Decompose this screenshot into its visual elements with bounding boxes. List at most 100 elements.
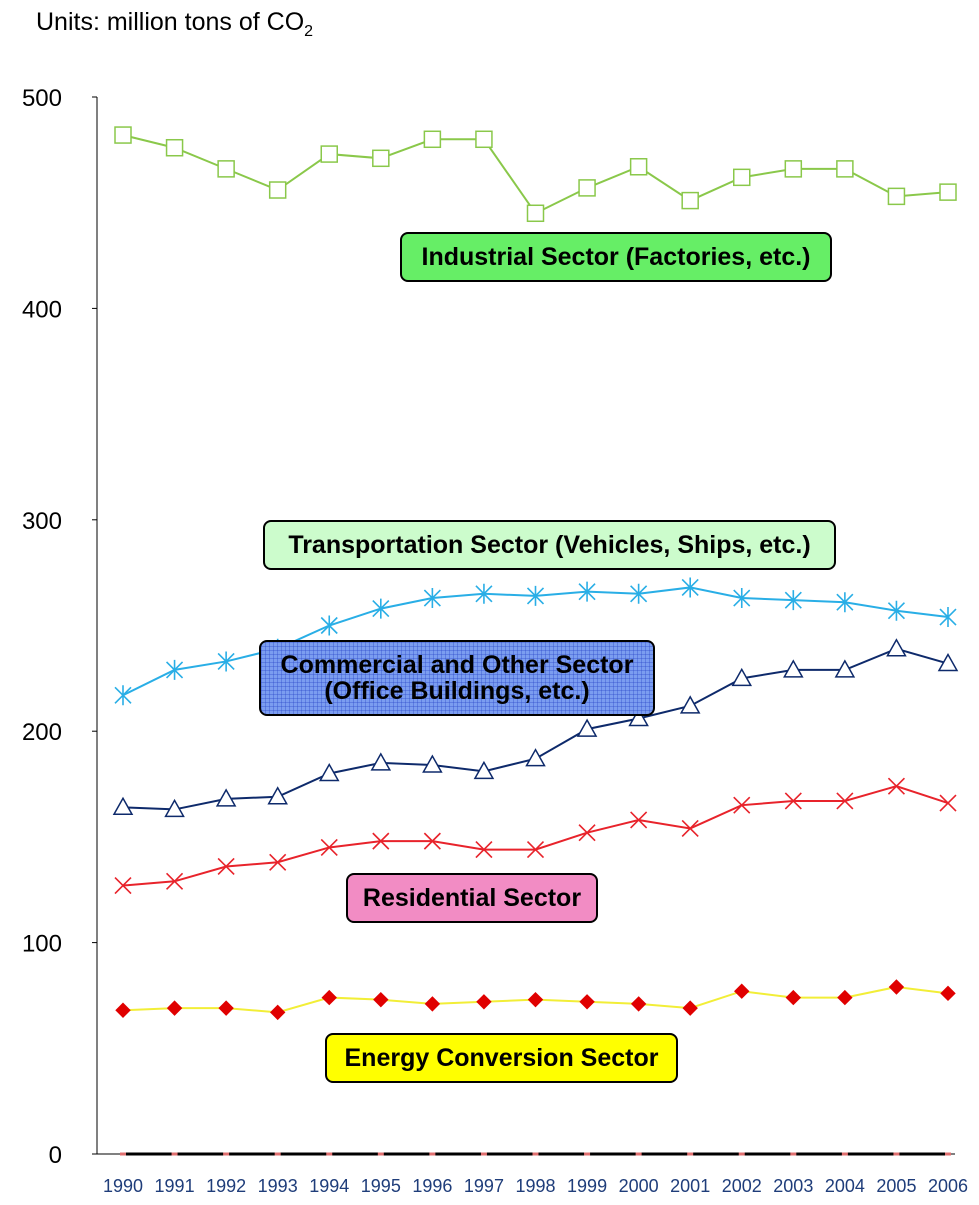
data-point-square — [475, 130, 493, 149]
units-subscript: 2 — [304, 23, 314, 40]
data-point-diamond — [269, 1004, 286, 1021]
data-point-x — [423, 832, 441, 850]
data-point-triangle — [886, 638, 907, 657]
data-point-asterisk — [165, 659, 184, 680]
data-point-asterisk — [578, 581, 596, 602]
data-point-diamond — [888, 979, 905, 995]
x-tick-label: 2000 — [619, 1176, 659, 1196]
data-point-triangle — [318, 762, 340, 782]
commercial-sector-label: Commercial and Other Sector (Office Buil… — [259, 640, 655, 716]
data-point-diamond — [785, 989, 802, 1006]
data-point-asterisk — [423, 588, 441, 609]
data-point-x — [887, 777, 906, 795]
energy-conversion-sector-text: Energy Conversion Sector — [344, 1043, 659, 1072]
data-point-square — [114, 126, 132, 144]
transportation-sector-text: Transportation Sector (Vehicles, Ships, … — [288, 530, 811, 559]
data-point-asterisk — [320, 615, 338, 636]
data-point-flat — [429, 1152, 436, 1156]
data-point-flat — [377, 1152, 384, 1156]
data-point-asterisk — [114, 685, 132, 706]
data-point-flat — [738, 1152, 745, 1156]
x-tick-label: 2002 — [722, 1176, 762, 1196]
data-point-triangle — [731, 667, 753, 687]
data-point-asterisk — [475, 583, 493, 604]
data-point-x — [578, 824, 596, 842]
data-point-triangle — [576, 718, 598, 737]
series-group — [114, 126, 957, 223]
data-point-flat — [274, 1152, 281, 1156]
series-group — [114, 777, 957, 895]
residential-sector-text: Residential Sector — [362, 883, 582, 912]
x-tick-label: 1999 — [567, 1176, 607, 1196]
x-tick-label: 1993 — [258, 1176, 298, 1196]
data-point-asterisk — [784, 590, 802, 611]
series-group — [120, 1152, 951, 1156]
data-point-triangle — [215, 788, 237, 807]
series-layer — [112, 126, 959, 1156]
units-label: Units: million tons of CO2 — [36, 8, 313, 41]
tick-labels: 0 100 200 300 400 500 1990 1991 1992 1993 1994 1995… — [22, 85, 968, 1196]
x-tick-label: 1990 — [103, 1176, 143, 1196]
data-point-flat — [223, 1152, 230, 1156]
data-point-square — [372, 149, 390, 168]
transportation-sector-label: Transportation Sector (Vehicles, Ships, … — [263, 520, 836, 570]
industrial-sector-label: Industrial Sector (Factories, etc.) — [400, 232, 832, 282]
data-point-flat — [480, 1152, 487, 1156]
data-point-diamond — [218, 1000, 234, 1016]
y-tick-label: 500 — [22, 85, 62, 112]
x-tick-label: 1998 — [515, 1176, 555, 1196]
x-tick-label: 1994 — [309, 1176, 349, 1196]
x-tick-label: 1995 — [361, 1176, 401, 1196]
data-point-square — [939, 183, 957, 201]
data-point-asterisk — [372, 598, 390, 619]
x-tick-label: 1991 — [155, 1176, 195, 1196]
energy-conversion-sector-label: Energy Conversion Sector — [325, 1033, 678, 1083]
y-tick-label: 100 — [22, 931, 62, 958]
x-tick-label: 2004 — [825, 1176, 865, 1196]
data-point-flat — [326, 1152, 333, 1156]
data-point-diamond — [579, 994, 595, 1010]
data-point-diamond — [682, 1000, 698, 1016]
data-point-x — [630, 811, 648, 829]
data-point-triangle — [834, 659, 856, 678]
data-point-diamond — [373, 991, 389, 1008]
data-point-square — [733, 168, 751, 187]
data-point-x — [681, 819, 699, 838]
data-point-square — [629, 158, 648, 176]
data-point-triangle — [525, 748, 546, 767]
data-point-flat — [171, 1152, 178, 1156]
data-point-flat — [841, 1152, 848, 1156]
series-group — [115, 979, 956, 1021]
x-tick-label: 1997 — [464, 1176, 504, 1196]
data-point-triangle — [679, 695, 701, 714]
data-point-x — [475, 841, 493, 859]
data-point-diamond — [734, 983, 750, 999]
industrial-sector-text: Industrial Sector (Factories, etc.) — [421, 242, 811, 271]
data-point-triangle — [628, 707, 649, 727]
x-tick-label: 2005 — [876, 1176, 916, 1196]
commercial-sector-text-line2: (Office Buildings, etc.) — [324, 677, 590, 705]
data-point-diamond — [837, 989, 853, 1006]
data-point-flat — [584, 1152, 591, 1156]
data-point-x — [733, 796, 751, 814]
data-point-triangle — [267, 786, 288, 805]
data-point-x — [165, 872, 184, 890]
x-tick-label: 2001 — [670, 1176, 710, 1196]
data-point-triangle — [422, 754, 443, 773]
x-tick-label: 2003 — [773, 1176, 813, 1196]
data-point-square — [268, 181, 287, 199]
series-line — [122, 785, 949, 887]
data-point-x — [217, 857, 235, 876]
data-point-asterisk — [887, 600, 906, 621]
data-point-diamond — [321, 989, 337, 1006]
x-tick-label: 2006 — [928, 1176, 968, 1196]
data-point-square — [887, 187, 906, 206]
data-point-x — [836, 792, 854, 810]
data-point-flat — [687, 1152, 694, 1156]
y-tick-label: 300 — [22, 508, 62, 535]
data-point-square — [681, 191, 699, 210]
data-point-diamond — [424, 996, 441, 1012]
data-point-flat — [893, 1152, 900, 1156]
data-point-flat — [635, 1152, 642, 1156]
